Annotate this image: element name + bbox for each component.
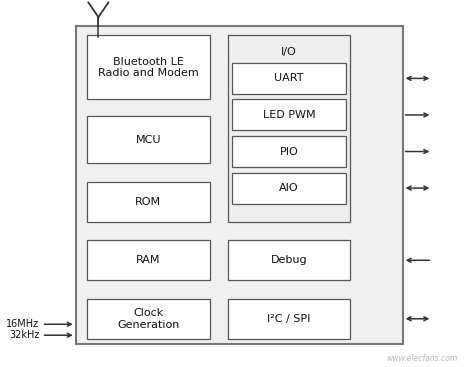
Bar — [87, 182, 210, 222]
Text: PIO: PIO — [280, 146, 298, 156]
Bar — [233, 136, 346, 167]
Text: Debug: Debug — [271, 255, 307, 265]
Text: 32kHz: 32kHz — [9, 330, 39, 340]
Bar — [76, 26, 403, 344]
Text: 16MHz: 16MHz — [6, 319, 39, 329]
Bar — [87, 36, 210, 99]
Bar — [233, 63, 346, 94]
Text: www.elecfans.com: www.elecfans.com — [386, 354, 457, 363]
Bar — [228, 299, 351, 339]
Text: LED PWM: LED PWM — [263, 110, 316, 120]
Text: AIO: AIO — [279, 183, 299, 193]
Bar — [233, 99, 346, 131]
Text: ROM: ROM — [135, 197, 162, 207]
Text: MCU: MCU — [135, 135, 161, 145]
Text: I²C / SPI: I²C / SPI — [268, 314, 311, 324]
Bar — [87, 116, 210, 163]
Text: RAM: RAM — [136, 255, 161, 265]
Text: Clock
Generation: Clock Generation — [117, 308, 179, 330]
Bar — [228, 240, 351, 280]
Text: I/O: I/O — [281, 47, 297, 57]
Bar — [87, 299, 210, 339]
Text: UART: UART — [275, 73, 304, 83]
Text: Bluetooth LE
Radio and Modem: Bluetooth LE Radio and Modem — [98, 57, 199, 78]
Bar — [233, 172, 346, 204]
Bar — [87, 240, 210, 280]
Bar — [228, 36, 351, 222]
